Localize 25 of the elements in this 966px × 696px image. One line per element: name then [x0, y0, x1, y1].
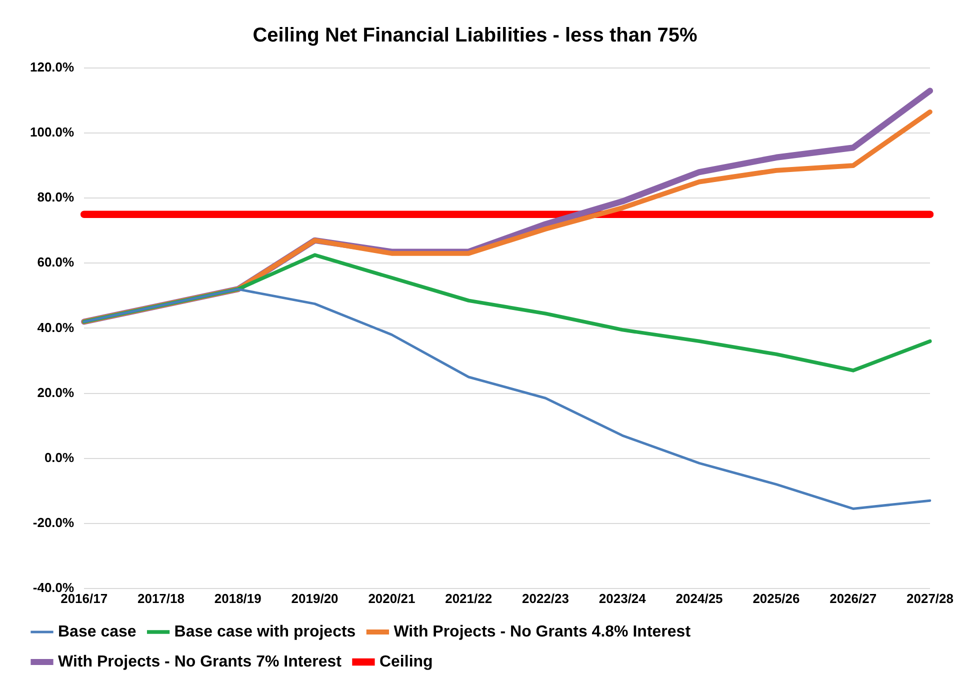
x-tick-label: 2025/26	[752, 590, 800, 606]
x-tick-label: 2021/22	[445, 590, 492, 606]
legend-label: With Projects - No Grants 7% Interest	[58, 653, 342, 670]
y-tick-label: 40.0%	[37, 320, 75, 335]
x-tick-label: 2022/23	[522, 590, 569, 606]
y-tick-label: 60.0%	[37, 254, 75, 270]
y-tick-label: 100.0%	[30, 124, 75, 140]
x-tick-label: 2026/27	[830, 590, 877, 606]
legend-label: Ceiling	[379, 653, 433, 670]
y-tick-label: 120.0%	[30, 60, 75, 75]
x-tick-label: 2023/24	[598, 590, 647, 606]
x-tick-label: 2024/25	[676, 590, 723, 606]
x-tick-label: 2027/28	[906, 590, 954, 606]
x-tick-label: 2017/18	[137, 590, 184, 606]
x-tick-label: 2020/21	[368, 590, 416, 606]
legend-label: With Projects - No Grants 4.8% Interest	[394, 623, 692, 640]
y-tick-label: 20.0%	[37, 384, 75, 400]
x-tick-label: 2018/19	[214, 590, 262, 606]
chart-title: Ceiling Net Financial Liabilities - less than 75%	[252, 24, 698, 47]
legend-label: Base case	[58, 623, 136, 640]
y-tick-label: 0.0%	[44, 450, 75, 465]
x-tick-label: 2019/20	[291, 590, 338, 606]
y-tick-label: 80.0%	[37, 190, 75, 205]
y-tick-label: -20.0%	[32, 514, 75, 530]
legend-label: Base case with projects	[174, 623, 356, 640]
